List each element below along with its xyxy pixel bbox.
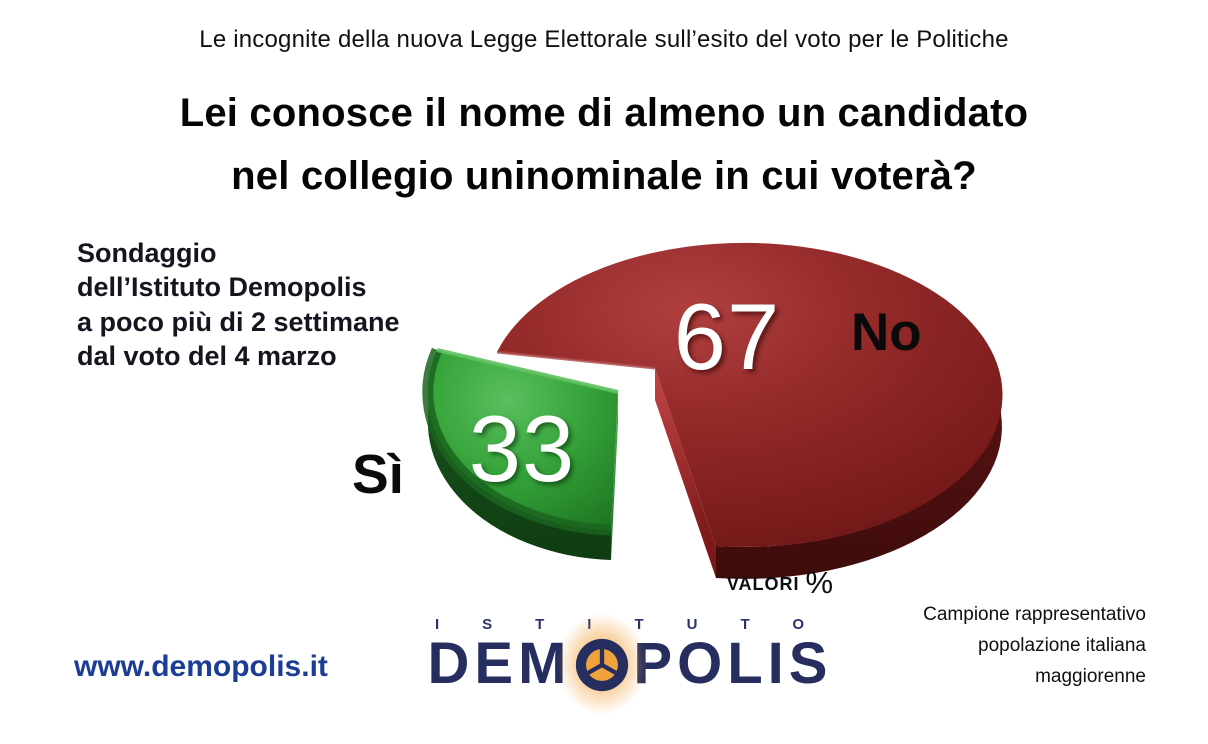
survey-note: Sondaggio dell’Istituto Demopolis a poco… xyxy=(77,236,417,373)
kicker-text: Le incognite della nuova Legge Elettoral… xyxy=(199,26,1009,53)
pie-slice-si xyxy=(422,347,619,560)
logo-wordmark: DEM POLIS xyxy=(398,613,862,715)
sample-note-line: popolazione italiana xyxy=(978,634,1146,656)
sample-note: Campione rappresentativo popolazione ita… xyxy=(826,600,1146,692)
website-link[interactable]: www.demopolis.it xyxy=(74,650,328,683)
sample-note-line: Campione rappresentativo xyxy=(923,604,1146,625)
pie-value-no: 67 xyxy=(673,284,781,389)
pie-value-si: 33 xyxy=(468,396,576,501)
logo-text-prefix: DEM xyxy=(427,631,572,696)
logo-text-suffix: POLIS xyxy=(633,631,833,696)
unit-note: VALORI% xyxy=(700,565,860,601)
pie-slice-no xyxy=(496,242,1003,579)
unit-label: VALORI xyxy=(726,574,800,594)
survey-note-line: Sondaggio xyxy=(77,238,217,268)
demopolis-logo: ISTITUTO DEM POLIS xyxy=(398,613,862,715)
sample-note-line: maggiorenne xyxy=(1035,665,1146,687)
survey-note-line: a poco più di 2 settimane xyxy=(77,306,400,337)
percent-symbol: % xyxy=(805,565,834,600)
logo-o-icon xyxy=(557,613,648,715)
survey-note-line: dal voto del 4 marzo xyxy=(77,340,337,371)
pie-label-no: No xyxy=(851,303,922,362)
page-title: Lei conosce il nome di almeno un candida… xyxy=(0,82,1208,208)
survey-note-line: dell’Istituto Demopolis xyxy=(77,272,367,303)
title-line-1: Lei conosce il nome di almeno un candida… xyxy=(179,91,1029,135)
title-line-2: nel collegio uninominale in cui voterà? xyxy=(231,154,977,199)
pie-label-si: Sì xyxy=(352,443,404,505)
